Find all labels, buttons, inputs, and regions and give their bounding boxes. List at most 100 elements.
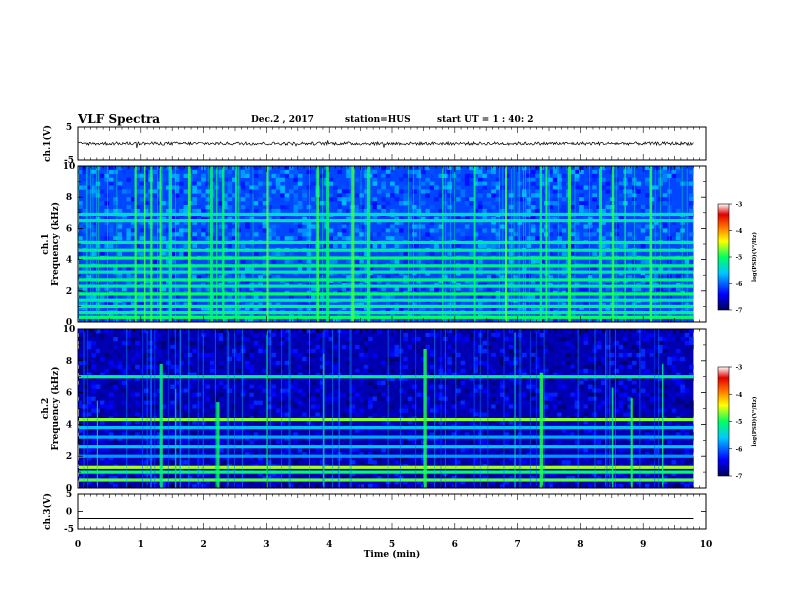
spectrogram-cell <box>82 472 88 477</box>
spectrogram-cell <box>297 456 303 461</box>
spectrogram-cell <box>451 251 457 256</box>
spectrogram-cell <box>434 380 439 385</box>
spectrogram-cell <box>482 169 488 175</box>
spectrogram-cell <box>143 173 149 178</box>
spectrogram-cell <box>196 428 202 433</box>
spectrogram-cell <box>381 480 386 485</box>
spectrogram-cell <box>398 380 404 385</box>
spectrogram-cell <box>491 267 496 272</box>
spectrogram-cell <box>78 400 83 405</box>
spectrogram-cell <box>86 408 92 413</box>
spectrogram-cell <box>552 380 558 385</box>
spectrogram-cell <box>583 352 589 358</box>
spectrogram-cell <box>363 440 369 445</box>
spectrogram-cell <box>253 302 259 307</box>
spectrogram-cell <box>196 392 202 397</box>
spectrogram-cell <box>359 472 364 477</box>
spectrogram-cell <box>306 340 312 346</box>
spectrogram-cell <box>460 193 466 198</box>
spectrogram-cell <box>170 208 175 214</box>
spectrogram-cell <box>122 329 127 334</box>
spectrogram-cell <box>179 360 184 366</box>
spectrogram-cell <box>271 185 277 190</box>
spectrogram-cell <box>376 400 382 405</box>
spectrogram-cell <box>486 364 492 370</box>
spectrogram-cell <box>275 484 281 489</box>
faint-line <box>169 166 170 322</box>
spectrogram-cell <box>508 244 514 249</box>
spectrogram-cell <box>416 404 422 409</box>
spectrogram-cell <box>508 201 514 206</box>
spectrogram-cell <box>218 232 224 237</box>
spectrogram-cell <box>275 177 281 182</box>
spectrogram-cell <box>372 460 378 465</box>
spectrogram-cell <box>183 302 189 307</box>
spectrogram-cell <box>249 181 255 186</box>
spectrogram-cell <box>280 412 285 417</box>
spectrogram-cell <box>284 329 290 334</box>
spectrogram-cell <box>416 259 422 264</box>
spectrogram-cell <box>82 408 88 413</box>
spectrogram-cell <box>271 404 277 409</box>
spectrogram-cell <box>530 228 536 233</box>
spectrogram-cell <box>618 388 624 393</box>
spectrogram-cell <box>381 392 386 397</box>
spectrogram-cell <box>196 360 202 366</box>
spectrogram-cell <box>513 286 518 292</box>
spectrogram-cell <box>583 344 589 350</box>
spectrogram-cell <box>271 173 277 178</box>
spectrogram-cell <box>289 251 294 256</box>
spectrogram-cell <box>566 360 571 366</box>
spectrogram-cell <box>530 318 536 323</box>
spectrogram-cell <box>579 201 584 206</box>
spectrogram-cell <box>157 201 162 206</box>
spectrogram-cell <box>680 228 685 233</box>
spectrogram-cell <box>122 302 127 307</box>
spectrogram-cell <box>460 220 466 225</box>
spectrogram-cell <box>671 302 677 307</box>
spectrogram-cell <box>271 452 277 457</box>
frequency-band <box>79 311 694 315</box>
spectrogram-cell <box>284 484 290 489</box>
spectrogram-cell <box>130 306 136 311</box>
spectrogram-cell <box>447 420 452 425</box>
spectrogram-cell <box>420 251 426 256</box>
spectrogram-cell <box>249 440 255 445</box>
spectrogram-cell <box>91 329 96 334</box>
spectrogram-cell <box>280 472 285 477</box>
spectrogram-cell <box>574 468 580 473</box>
spectrogram-cell <box>78 404 83 409</box>
spectrogram-cell <box>482 236 488 241</box>
spectrogram-cell <box>126 189 132 194</box>
spectrogram-cell <box>587 244 593 249</box>
spectrogram-cell <box>464 432 470 437</box>
spectrogram-cell <box>456 267 461 272</box>
spectrogram-cell <box>86 400 92 405</box>
spectrogram-cell <box>302 412 307 417</box>
spectrogram-cell <box>240 173 246 178</box>
spectrogram-cell <box>157 420 162 425</box>
spectrogram-cell <box>557 468 562 473</box>
spectrogram-cell <box>253 468 259 473</box>
spectrogram-cell <box>139 356 145 362</box>
spectrogram-cell <box>218 251 224 256</box>
spectrogram-cell <box>354 484 360 489</box>
spectrogram-cell <box>601 364 606 370</box>
spectrogram-cell <box>500 224 505 229</box>
spectrogram-cell <box>535 259 540 264</box>
spectrogram-cell <box>675 306 681 311</box>
spectrogram-cell <box>311 197 316 202</box>
spectrogram-cell <box>315 392 321 397</box>
spectrogram-cell <box>245 201 250 206</box>
spectrogram-cell <box>508 348 514 354</box>
spectrogram-cell <box>117 166 123 171</box>
spectrogram-cell <box>526 476 532 481</box>
spectrogram-cell <box>491 169 496 175</box>
spectrogram-cell <box>535 185 540 190</box>
spectrogram-cell <box>464 388 470 393</box>
spectrogram-cell <box>86 228 92 233</box>
spectrogram-cell <box>491 228 496 233</box>
spectrogram-cell <box>187 408 193 413</box>
spectrogram-cell <box>368 380 373 385</box>
start-time-label: start UT = 1 : 40: 2 <box>437 115 534 125</box>
